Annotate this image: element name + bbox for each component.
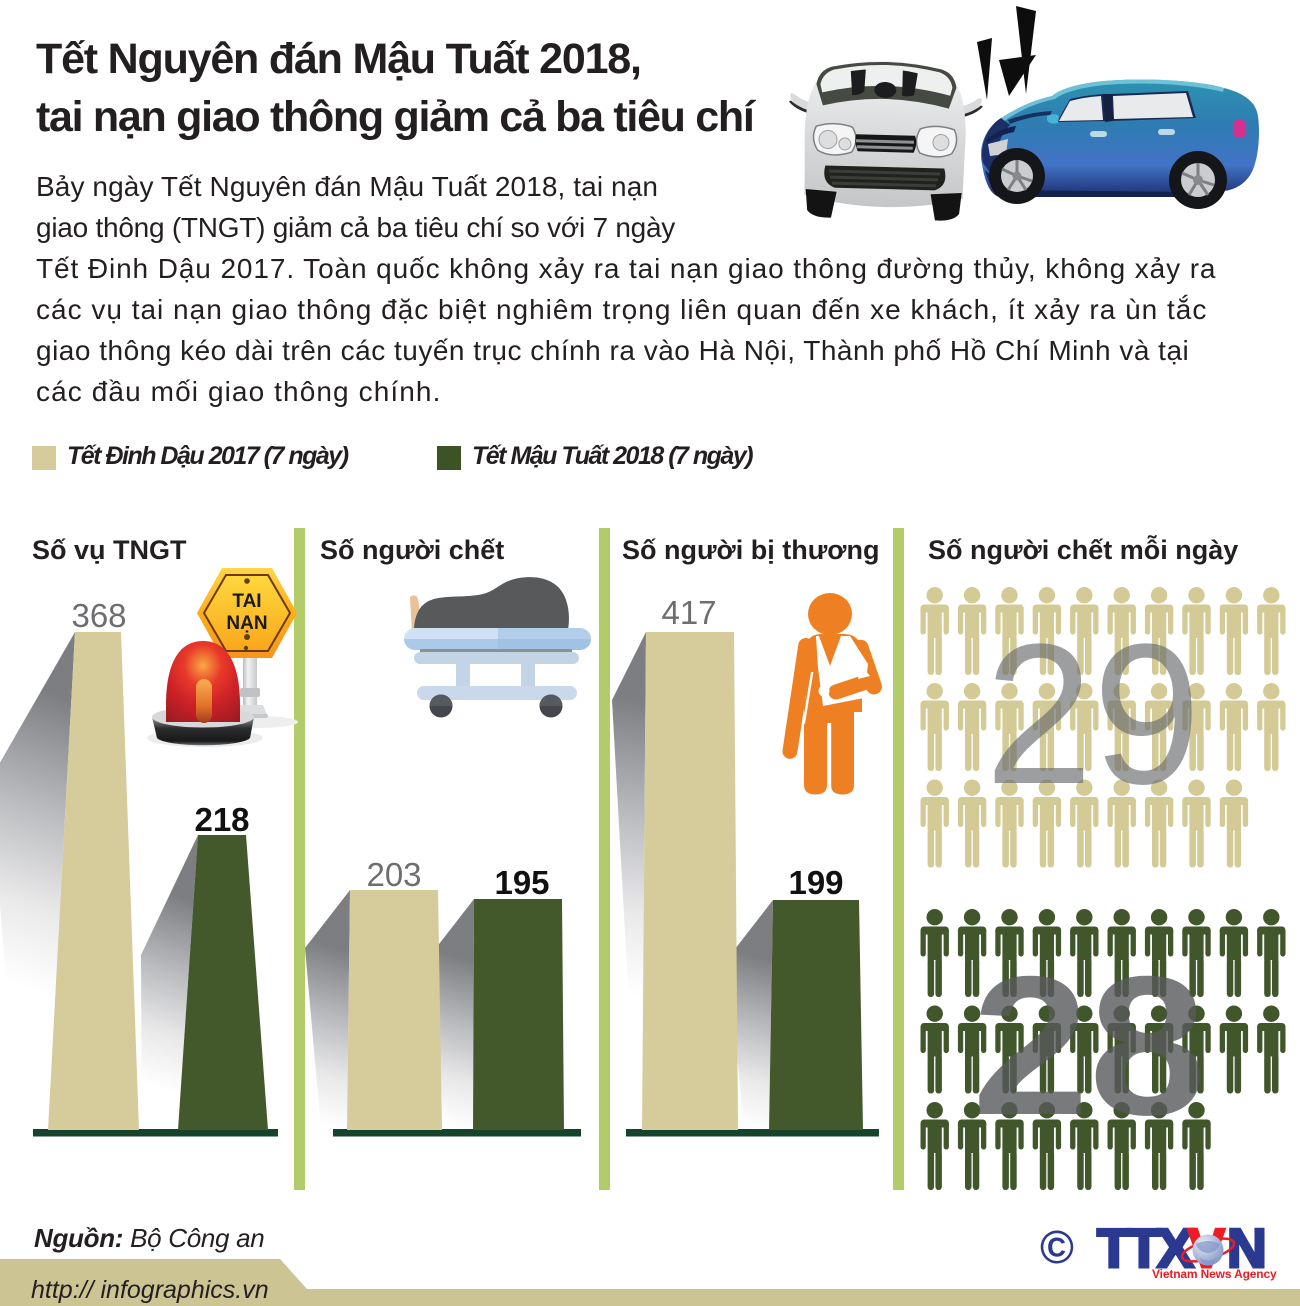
svg-text:Vietnam News Agency: Vietnam News Agency: [1152, 1267, 1277, 1281]
svg-text:NẠN: NẠN: [226, 613, 267, 634]
svg-text:TTX: TTX: [1097, 1217, 1194, 1279]
svg-text:©: ©: [1040, 1221, 1074, 1273]
svg-text:TAI: TAI: [232, 591, 261, 612]
